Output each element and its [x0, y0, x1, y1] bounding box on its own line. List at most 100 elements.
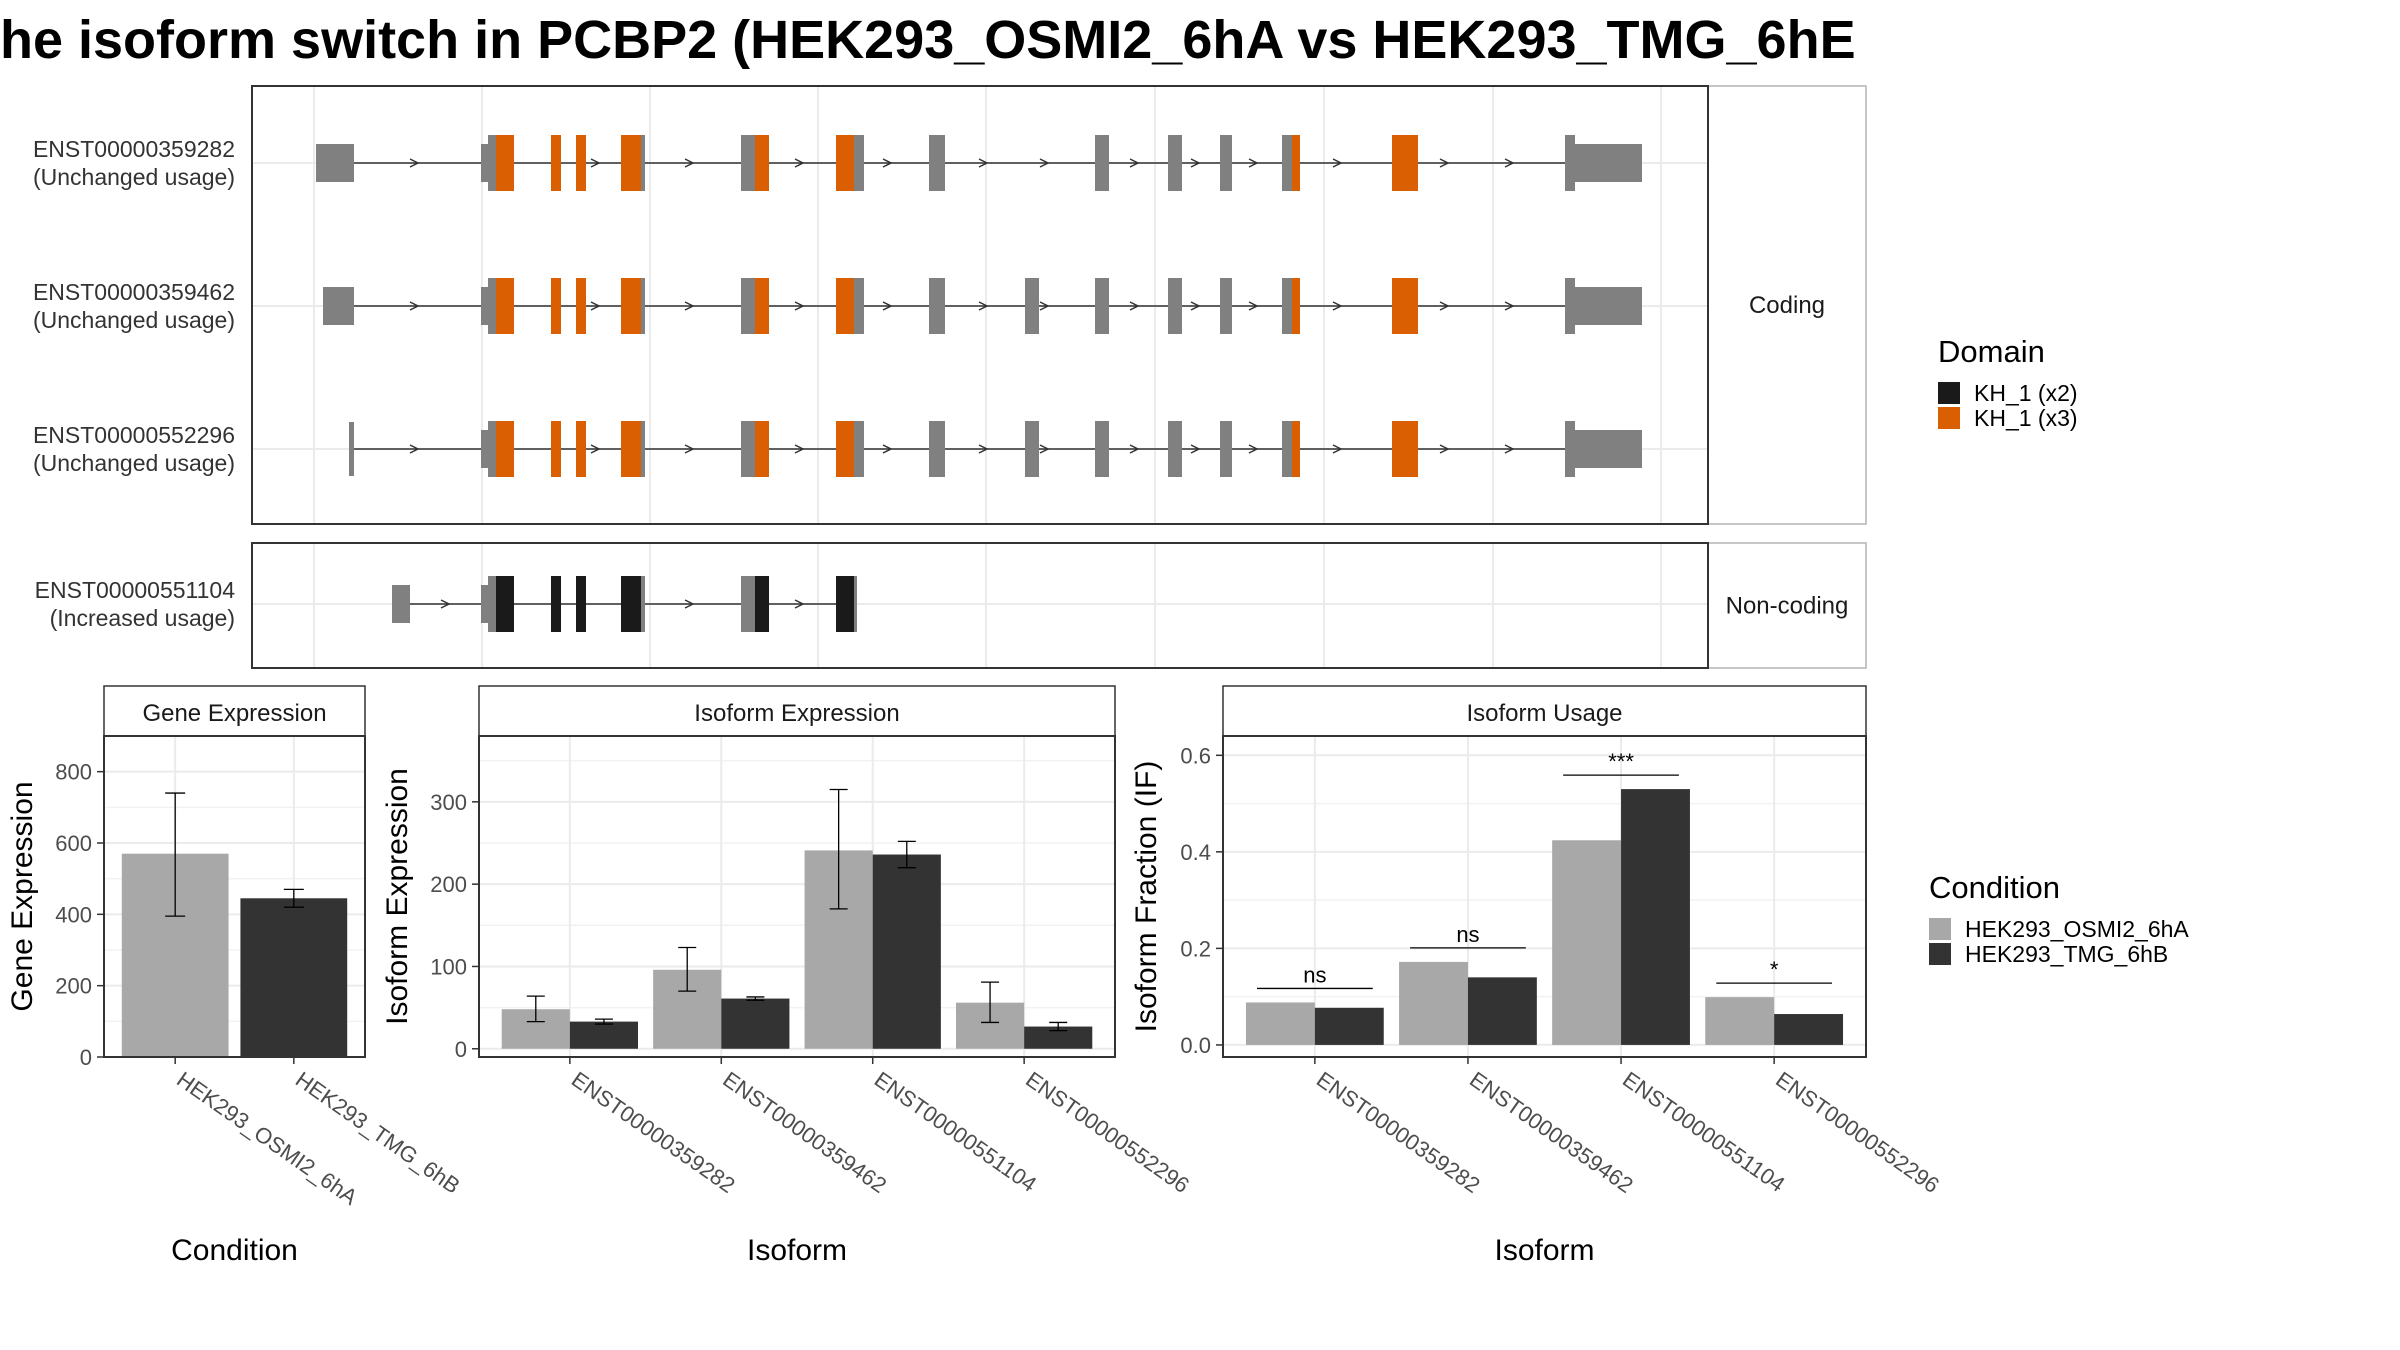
- y-tick-label: 0.6: [1180, 743, 1211, 768]
- condition-legend-label: HEK293_TMG_6hB: [1965, 941, 2168, 967]
- coding-exon: [1565, 135, 1575, 191]
- bar-panel: Isoform Usagensns****0.00.20.40.6ENST000…: [1130, 685, 1944, 1267]
- isoform-track: [349, 421, 1642, 477]
- intron-arrow: [590, 444, 601, 454]
- condition-legend-label: HEK293_OSMI2_6hA: [1965, 916, 2189, 942]
- domain-legend-swatch: [1938, 407, 1960, 429]
- domain-exon: [755, 135, 769, 191]
- intron-arrow: [1248, 444, 1259, 454]
- intron-arrow: [1332, 444, 1343, 454]
- coding-exon: [641, 576, 645, 632]
- x-axis-title: Isoform: [747, 1234, 847, 1267]
- domain-legend-label: KH_1 (x3): [1974, 405, 2078, 431]
- bar: [721, 998, 790, 1049]
- intron-arrow: [1190, 301, 1201, 311]
- bar: [872, 854, 941, 1049]
- structure-strip-label: Non-coding: [1726, 593, 1849, 620]
- x-tick-label: ENST00000551104: [870, 1067, 1041, 1197]
- coding-exon: [1220, 421, 1232, 477]
- bar: [1552, 840, 1622, 1045]
- bar: [240, 898, 348, 1057]
- coding-exon: [488, 421, 498, 477]
- intron-arrow: [794, 444, 805, 454]
- coding-exon: [641, 135, 645, 191]
- bar: [1245, 1002, 1315, 1045]
- coding-exon: [929, 278, 945, 334]
- coding-exon: [1095, 421, 1109, 477]
- intron-arrow: [794, 301, 805, 311]
- coding-exon: [854, 135, 864, 191]
- intron-arrow: [684, 158, 695, 168]
- domain-exon: [576, 135, 586, 191]
- utr-exon: [1575, 144, 1642, 182]
- x-axis-title: Condition: [171, 1234, 298, 1267]
- intron-arrow: [1439, 158, 1450, 168]
- intron-arrow: [1129, 301, 1140, 311]
- coding-exon: [1565, 278, 1575, 334]
- structure-strip: [1707, 85, 1867, 525]
- domain-exon: [1392, 421, 1418, 477]
- isoform-structure-plot: CodingNon-codingENST00000359282(Unchange…: [33, 85, 1867, 669]
- intron-arrow: [1439, 301, 1450, 311]
- coding-exon: [854, 278, 864, 334]
- y-tick-label: 0: [80, 1045, 92, 1070]
- domain-exon: [621, 421, 641, 477]
- bar: [1621, 789, 1690, 1045]
- condition-legend-swatch: [1929, 918, 1951, 940]
- domain-exon: [576, 421, 586, 477]
- isoform-track: [316, 135, 1642, 191]
- panel-strip-title: Gene Expression: [142, 700, 326, 727]
- y-tick-label: 100: [430, 954, 467, 979]
- intron-arrow: [1129, 444, 1140, 454]
- y-tick-label: 300: [430, 790, 467, 815]
- domain-exon: [576, 576, 586, 632]
- structure-panel-border: [251, 85, 1709, 525]
- intron-arrow: [1504, 301, 1515, 311]
- domain-exon: [496, 576, 514, 632]
- significance-label: *: [1770, 957, 1779, 982]
- condition-legend-swatch: [1929, 943, 1951, 965]
- domain-legend-swatch: [1938, 382, 1960, 404]
- x-tick-label: ENST00000359282: [1312, 1067, 1485, 1198]
- y-tick-label: 0: [455, 1037, 467, 1062]
- domain-exon: [621, 278, 641, 334]
- intron-arrow: [684, 301, 695, 311]
- intron-arrow: [1129, 158, 1140, 168]
- domain-exon: [496, 421, 514, 477]
- intron-arrow: [882, 444, 893, 454]
- intron-arrow: [590, 301, 601, 311]
- intron-arrow: [440, 599, 451, 609]
- panel-strip-title: Isoform Expression: [694, 700, 899, 727]
- y-tick-label: 0.2: [1180, 936, 1211, 961]
- coding-exon: [1220, 135, 1232, 191]
- intron-arrow: [1190, 444, 1201, 454]
- intron-arrow: [794, 599, 805, 609]
- significance-label: ns: [1456, 922, 1479, 947]
- coding-exon: [1095, 278, 1109, 334]
- coding-exon: [854, 421, 864, 477]
- isoform-row-label: ENST00000359282: [33, 136, 235, 162]
- coding-exon: [488, 576, 498, 632]
- domain-exon: [836, 135, 854, 191]
- domain-exon: [621, 576, 641, 632]
- domain-exon: [496, 135, 514, 191]
- domain-exon: [1292, 135, 1300, 191]
- coding-exon: [929, 135, 945, 191]
- utr-exon: [323, 287, 354, 325]
- panel-strip: [478, 685, 1116, 737]
- coding-exon: [488, 135, 498, 191]
- domain-exon: [551, 135, 561, 191]
- isoform-track: [323, 278, 1642, 334]
- intron-arrow: [1332, 158, 1343, 168]
- domain-exon: [1292, 278, 1300, 334]
- bar: [1024, 1026, 1093, 1049]
- isoform-usage-label: (Unchanged usage): [33, 164, 235, 190]
- domain-exon: [755, 576, 769, 632]
- coding-exon: [854, 576, 857, 632]
- intron-arrow: [409, 158, 420, 168]
- bar: [1399, 961, 1468, 1045]
- domain-exon: [755, 278, 769, 334]
- panel-strip: [1222, 685, 1867, 737]
- condition-legend-title: Condition: [1929, 870, 2060, 905]
- bar: [1705, 997, 1775, 1045]
